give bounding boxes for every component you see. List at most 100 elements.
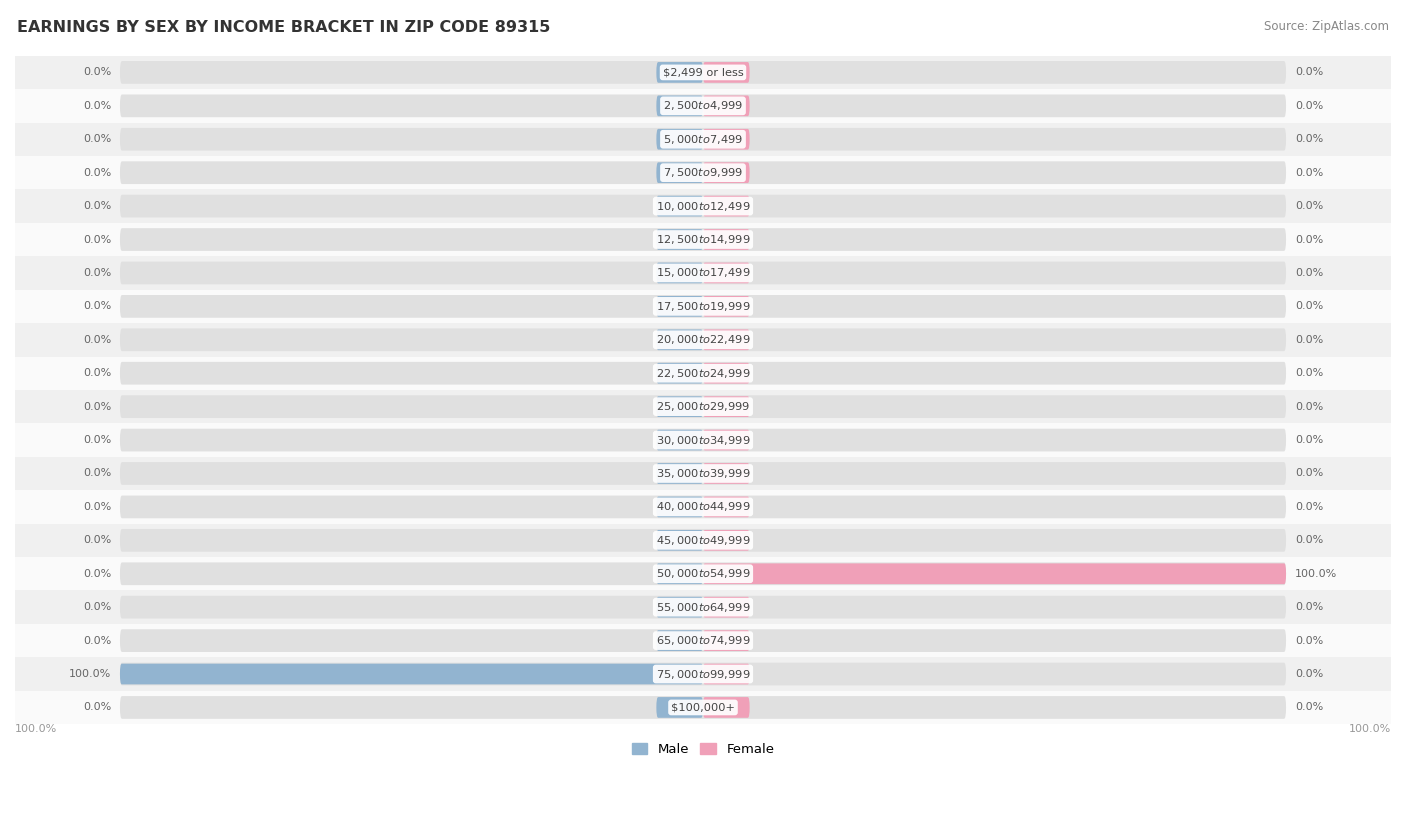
FancyBboxPatch shape bbox=[657, 697, 703, 718]
Text: $20,000 to $22,499: $20,000 to $22,499 bbox=[655, 333, 751, 346]
FancyBboxPatch shape bbox=[703, 330, 749, 350]
Text: 0.0%: 0.0% bbox=[1295, 536, 1323, 545]
Text: 0.0%: 0.0% bbox=[83, 234, 111, 244]
Text: 100.0%: 100.0% bbox=[1348, 724, 1391, 734]
FancyBboxPatch shape bbox=[120, 562, 1286, 585]
Text: 0.0%: 0.0% bbox=[1295, 368, 1323, 379]
FancyBboxPatch shape bbox=[15, 390, 1391, 423]
FancyBboxPatch shape bbox=[657, 430, 703, 450]
FancyBboxPatch shape bbox=[15, 323, 1391, 357]
Text: $40,000 to $44,999: $40,000 to $44,999 bbox=[655, 501, 751, 514]
FancyBboxPatch shape bbox=[703, 530, 749, 551]
FancyBboxPatch shape bbox=[15, 156, 1391, 190]
FancyBboxPatch shape bbox=[120, 429, 1286, 452]
FancyBboxPatch shape bbox=[15, 490, 1391, 523]
FancyBboxPatch shape bbox=[120, 161, 1286, 184]
FancyBboxPatch shape bbox=[703, 62, 749, 83]
Text: 0.0%: 0.0% bbox=[83, 168, 111, 177]
FancyBboxPatch shape bbox=[120, 94, 1286, 117]
Text: $35,000 to $39,999: $35,000 to $39,999 bbox=[655, 467, 751, 480]
Text: $100,000+: $100,000+ bbox=[671, 702, 735, 712]
Text: $2,500 to $4,999: $2,500 to $4,999 bbox=[664, 99, 742, 112]
FancyBboxPatch shape bbox=[15, 256, 1391, 290]
FancyBboxPatch shape bbox=[657, 95, 703, 116]
Text: 0.0%: 0.0% bbox=[83, 134, 111, 144]
Text: $15,000 to $17,499: $15,000 to $17,499 bbox=[655, 266, 751, 279]
Text: $30,000 to $34,999: $30,000 to $34,999 bbox=[655, 434, 751, 447]
Text: 100.0%: 100.0% bbox=[69, 669, 111, 679]
FancyBboxPatch shape bbox=[120, 496, 1286, 519]
FancyBboxPatch shape bbox=[15, 423, 1391, 457]
Text: $22,500 to $24,999: $22,500 to $24,999 bbox=[655, 367, 751, 379]
Text: $65,000 to $74,999: $65,000 to $74,999 bbox=[655, 634, 751, 647]
FancyBboxPatch shape bbox=[703, 195, 749, 217]
Text: 0.0%: 0.0% bbox=[83, 636, 111, 646]
Text: 0.0%: 0.0% bbox=[1295, 435, 1323, 445]
FancyBboxPatch shape bbox=[120, 261, 1286, 284]
FancyBboxPatch shape bbox=[657, 62, 703, 83]
FancyBboxPatch shape bbox=[703, 296, 749, 317]
Text: 0.0%: 0.0% bbox=[83, 435, 111, 445]
Text: 0.0%: 0.0% bbox=[83, 401, 111, 412]
Text: 0.0%: 0.0% bbox=[83, 368, 111, 379]
Text: 0.0%: 0.0% bbox=[83, 702, 111, 712]
Text: Source: ZipAtlas.com: Source: ZipAtlas.com bbox=[1264, 20, 1389, 33]
FancyBboxPatch shape bbox=[15, 290, 1391, 323]
Text: 0.0%: 0.0% bbox=[1295, 669, 1323, 679]
FancyBboxPatch shape bbox=[703, 630, 749, 651]
FancyBboxPatch shape bbox=[657, 597, 703, 618]
FancyBboxPatch shape bbox=[120, 462, 1286, 485]
FancyBboxPatch shape bbox=[120, 228, 1286, 251]
FancyBboxPatch shape bbox=[657, 296, 703, 317]
Text: $2,499 or less: $2,499 or less bbox=[662, 68, 744, 77]
FancyBboxPatch shape bbox=[15, 223, 1391, 256]
FancyBboxPatch shape bbox=[703, 697, 749, 718]
FancyBboxPatch shape bbox=[15, 624, 1391, 658]
FancyBboxPatch shape bbox=[657, 630, 703, 651]
Text: 0.0%: 0.0% bbox=[83, 268, 111, 278]
FancyBboxPatch shape bbox=[703, 430, 749, 450]
Text: 0.0%: 0.0% bbox=[83, 469, 111, 479]
FancyBboxPatch shape bbox=[120, 629, 1286, 652]
Text: 100.0%: 100.0% bbox=[1295, 569, 1337, 579]
FancyBboxPatch shape bbox=[703, 162, 749, 183]
FancyBboxPatch shape bbox=[15, 658, 1391, 691]
FancyBboxPatch shape bbox=[120, 663, 703, 685]
Text: 0.0%: 0.0% bbox=[1295, 602, 1323, 612]
FancyBboxPatch shape bbox=[120, 396, 1286, 418]
FancyBboxPatch shape bbox=[657, 195, 703, 217]
Text: 0.0%: 0.0% bbox=[1295, 702, 1323, 712]
FancyBboxPatch shape bbox=[703, 597, 749, 618]
FancyBboxPatch shape bbox=[15, 590, 1391, 624]
FancyBboxPatch shape bbox=[120, 61, 1286, 84]
FancyBboxPatch shape bbox=[120, 696, 1286, 719]
Text: EARNINGS BY SEX BY INCOME BRACKET IN ZIP CODE 89315: EARNINGS BY SEX BY INCOME BRACKET IN ZIP… bbox=[17, 20, 550, 35]
FancyBboxPatch shape bbox=[703, 563, 1286, 584]
FancyBboxPatch shape bbox=[657, 396, 703, 417]
FancyBboxPatch shape bbox=[120, 529, 1286, 552]
Text: 0.0%: 0.0% bbox=[1295, 469, 1323, 479]
FancyBboxPatch shape bbox=[703, 463, 749, 484]
FancyBboxPatch shape bbox=[657, 363, 703, 383]
Text: 0.0%: 0.0% bbox=[83, 502, 111, 512]
Text: 0.0%: 0.0% bbox=[83, 569, 111, 579]
Text: 0.0%: 0.0% bbox=[1295, 101, 1323, 111]
FancyBboxPatch shape bbox=[703, 497, 749, 517]
Text: 0.0%: 0.0% bbox=[1295, 401, 1323, 412]
Text: $17,500 to $19,999: $17,500 to $19,999 bbox=[655, 300, 751, 313]
FancyBboxPatch shape bbox=[657, 530, 703, 551]
FancyBboxPatch shape bbox=[15, 557, 1391, 590]
FancyBboxPatch shape bbox=[657, 563, 703, 584]
Text: 0.0%: 0.0% bbox=[1295, 301, 1323, 312]
FancyBboxPatch shape bbox=[657, 263, 703, 283]
Text: $25,000 to $29,999: $25,000 to $29,999 bbox=[655, 400, 751, 414]
Text: 0.0%: 0.0% bbox=[83, 536, 111, 545]
FancyBboxPatch shape bbox=[703, 95, 749, 116]
Text: 0.0%: 0.0% bbox=[1295, 134, 1323, 144]
Text: 0.0%: 0.0% bbox=[83, 301, 111, 312]
FancyBboxPatch shape bbox=[657, 330, 703, 350]
Legend: Male, Female: Male, Female bbox=[626, 737, 780, 761]
FancyBboxPatch shape bbox=[15, 357, 1391, 390]
FancyBboxPatch shape bbox=[703, 230, 749, 250]
FancyBboxPatch shape bbox=[120, 663, 1286, 685]
